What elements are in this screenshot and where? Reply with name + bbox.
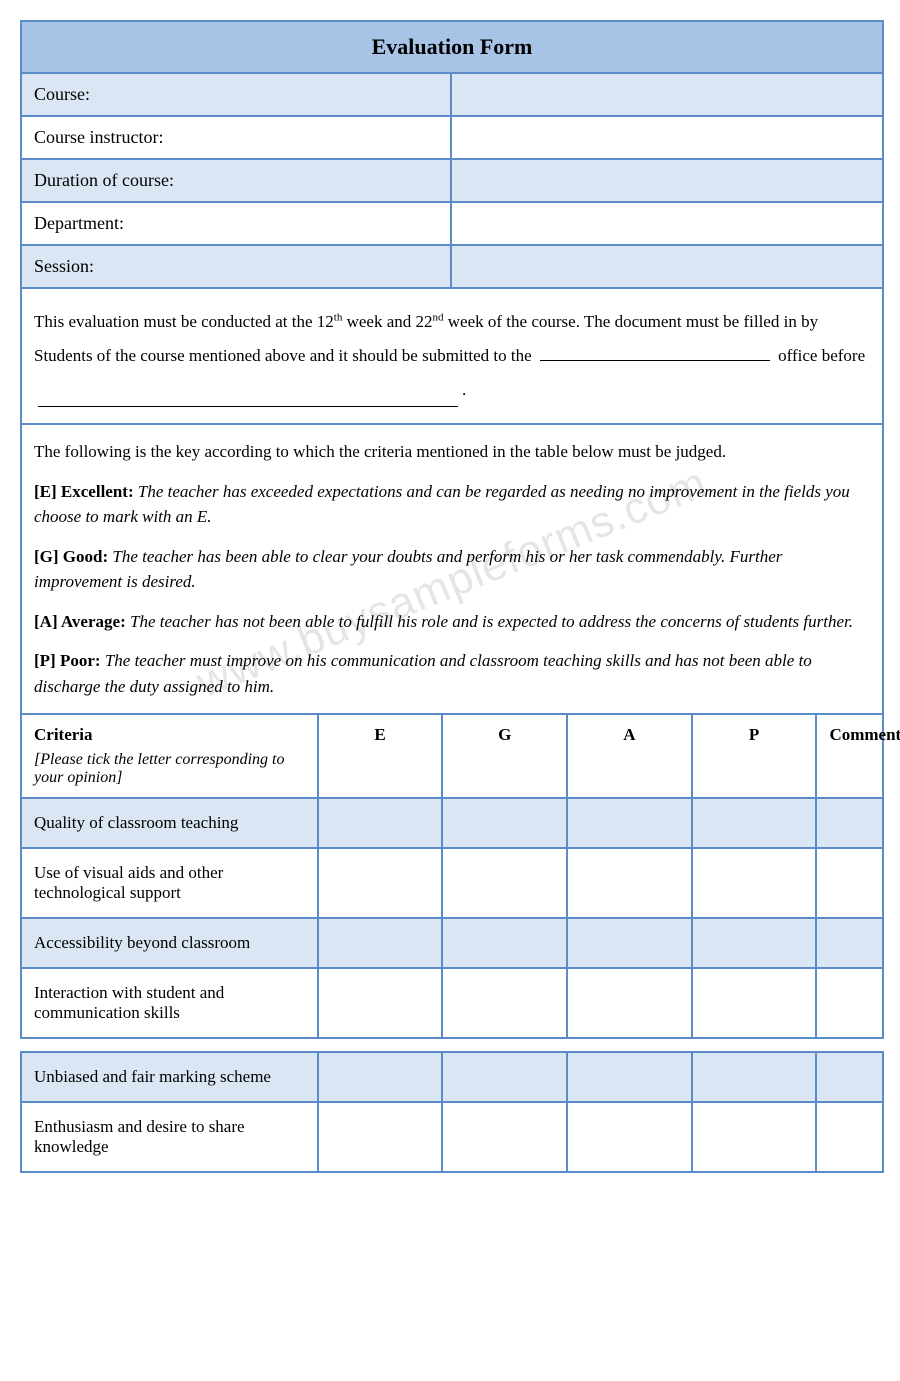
instr-text-4: Students of the course mentioned above a… bbox=[34, 346, 536, 365]
instr-text-3: week of the course. The document must be… bbox=[444, 312, 819, 331]
criteria-header-p: P bbox=[693, 715, 818, 797]
criteria-row: Unbiased and fair marking scheme bbox=[22, 1053, 882, 1103]
criteria-label: Accessibility beyond classroom bbox=[22, 919, 319, 967]
criteria-header-e: E bbox=[319, 715, 444, 797]
criteria-cell-e[interactable] bbox=[319, 799, 444, 847]
info-value[interactable] bbox=[452, 74, 882, 115]
criteria-row: Accessibility beyond classroom bbox=[22, 919, 882, 969]
criteria-cell-e[interactable] bbox=[319, 1053, 444, 1101]
criteria-header-title-text: Criteria bbox=[34, 725, 93, 744]
criteria-row: Use of visual aids and other technologic… bbox=[22, 849, 882, 919]
rating-key-item: [E] Excellent: The teacher has exceeded … bbox=[34, 479, 870, 530]
criteria-cell-p[interactable] bbox=[693, 799, 818, 847]
criteria-cell-p[interactable] bbox=[693, 1103, 818, 1171]
form-container-continued: Unbiased and fair marking schemeEnthusia… bbox=[20, 1051, 884, 1173]
criteria-cell-comment[interactable] bbox=[817, 1103, 882, 1171]
info-row: Duration of course: bbox=[22, 160, 882, 203]
form-container: Evaluation Form Course:Course instructor… bbox=[20, 20, 884, 1039]
info-label: Course instructor: bbox=[22, 117, 452, 158]
criteria-header-a: A bbox=[568, 715, 693, 797]
criteria-cell-p[interactable] bbox=[693, 1053, 818, 1101]
criteria-cell-comment[interactable] bbox=[817, 919, 882, 967]
criteria-cell-g[interactable] bbox=[443, 1103, 568, 1171]
criteria-cell-g[interactable] bbox=[443, 919, 568, 967]
instr-text-1: This evaluation must be conducted at the… bbox=[34, 312, 334, 331]
instr-text-6: . bbox=[462, 380, 466, 399]
criteria-header-title: Criteria [Please tick the letter corresp… bbox=[22, 715, 319, 797]
criteria-cell-g[interactable] bbox=[443, 1053, 568, 1101]
key-intro: The following is the key according to wh… bbox=[34, 439, 870, 465]
instr-sup-2: nd bbox=[433, 311, 444, 323]
criteria-header-subtitle: [Please tick the letter corresponding to… bbox=[34, 751, 305, 787]
info-label: Duration of course: bbox=[22, 160, 452, 201]
blank-deadline[interactable] bbox=[38, 392, 458, 407]
form-title: Evaluation Form bbox=[22, 22, 882, 74]
rating-key-item: [P] Poor: The teacher must improve on hi… bbox=[34, 648, 870, 699]
info-value[interactable] bbox=[452, 117, 882, 158]
criteria-cell-a[interactable] bbox=[568, 1103, 693, 1171]
criteria-label: Unbiased and fair marking scheme bbox=[22, 1053, 319, 1101]
instr-text-5: office before bbox=[774, 346, 865, 365]
criteria-header-g: G bbox=[443, 715, 568, 797]
info-label: Session: bbox=[22, 246, 452, 287]
criteria-cell-e[interactable] bbox=[319, 969, 444, 1037]
criteria-cell-a[interactable] bbox=[568, 919, 693, 967]
criteria-label: Quality of classroom teaching bbox=[22, 799, 319, 847]
criteria-cell-p[interactable] bbox=[693, 849, 818, 917]
criteria-cell-a[interactable] bbox=[568, 799, 693, 847]
instr-text-2: week and 22 bbox=[342, 312, 432, 331]
criteria-header-row: Criteria [Please tick the letter corresp… bbox=[22, 715, 882, 799]
info-row: Department: bbox=[22, 203, 882, 246]
criteria-row: Enthusiasm and desire to share knowledge bbox=[22, 1103, 882, 1171]
criteria-row: Interaction with student and communicati… bbox=[22, 969, 882, 1037]
rating-key-item: [A] Average: The teacher has not been ab… bbox=[34, 609, 870, 635]
info-value[interactable] bbox=[452, 160, 882, 201]
criteria-cell-e[interactable] bbox=[319, 849, 444, 917]
criteria-cell-e[interactable] bbox=[319, 1103, 444, 1171]
criteria-cell-comment[interactable] bbox=[817, 1053, 882, 1101]
info-row: Course instructor: bbox=[22, 117, 882, 160]
rating-key-block: www.buysampleforms.com The following is … bbox=[22, 425, 882, 715]
info-label: Department: bbox=[22, 203, 452, 244]
instruction-block: This evaluation must be conducted at the… bbox=[22, 289, 882, 425]
criteria-header-comment: Comment bbox=[817, 715, 882, 797]
criteria-cell-e[interactable] bbox=[319, 919, 444, 967]
criteria-cell-comment[interactable] bbox=[817, 849, 882, 917]
info-row: Session: bbox=[22, 246, 882, 289]
criteria-row: Quality of classroom teaching bbox=[22, 799, 882, 849]
criteria-cell-p[interactable] bbox=[693, 969, 818, 1037]
criteria-cell-a[interactable] bbox=[568, 1053, 693, 1101]
criteria-cell-g[interactable] bbox=[443, 849, 568, 917]
rating-key-item: [G] Good: The teacher has been able to c… bbox=[34, 544, 870, 595]
criteria-cell-a[interactable] bbox=[568, 849, 693, 917]
blank-office[interactable] bbox=[540, 346, 770, 361]
criteria-label: Use of visual aids and other technologic… bbox=[22, 849, 319, 917]
criteria-cell-a[interactable] bbox=[568, 969, 693, 1037]
criteria-cell-g[interactable] bbox=[443, 799, 568, 847]
criteria-label: Interaction with student and communicati… bbox=[22, 969, 319, 1037]
info-value[interactable] bbox=[452, 246, 882, 287]
criteria-cell-comment[interactable] bbox=[817, 969, 882, 1037]
criteria-cell-p[interactable] bbox=[693, 919, 818, 967]
criteria-cell-comment[interactable] bbox=[817, 799, 882, 847]
info-value[interactable] bbox=[452, 203, 882, 244]
info-row: Course: bbox=[22, 74, 882, 117]
info-label: Course: bbox=[22, 74, 452, 115]
criteria-label: Enthusiasm and desire to share knowledge bbox=[22, 1103, 319, 1171]
criteria-cell-g[interactable] bbox=[443, 969, 568, 1037]
